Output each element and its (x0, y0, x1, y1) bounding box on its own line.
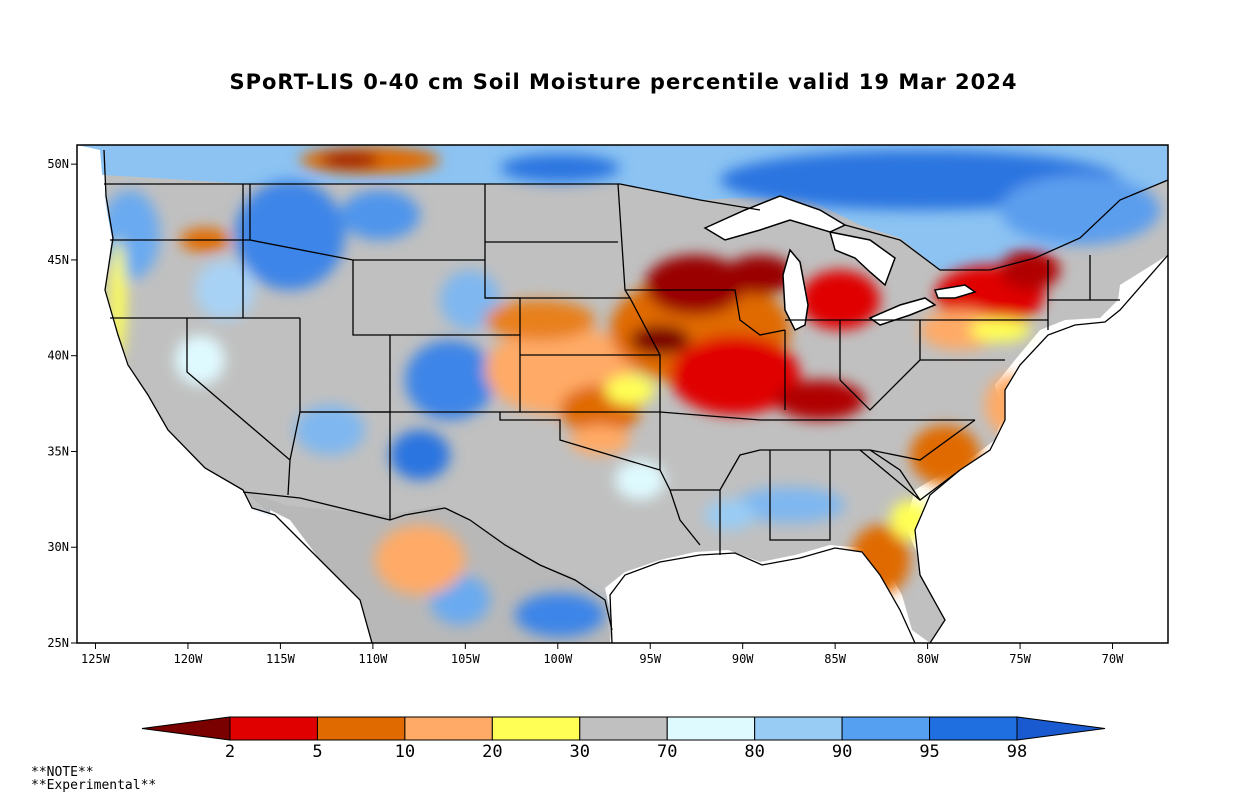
map-frame (76, 144, 1169, 644)
longitude-axis: 125W 120W 115W 110W 105W 100W 95W 90W 85W 80W 75W 7… (81, 643, 1124, 666)
gulf-of-california (270, 510, 355, 630)
lon-tick-label: 90W (732, 652, 754, 666)
colorbar-label: 30 (570, 742, 590, 762)
pacific-water (77, 145, 372, 643)
lon-tick-label: 100W (543, 652, 573, 666)
atlantic-water (915, 300, 1168, 643)
lat-tick-label: 30N (47, 540, 69, 554)
experimental-label: **Experimental** (31, 778, 157, 793)
lon-tick-label: 85W (824, 652, 846, 666)
soil-moisture-field (77, 145, 1168, 643)
lon-tick-label: 95W (639, 652, 661, 666)
lat-tick-label: 50N (47, 157, 69, 171)
lon-tick-label: 125W (81, 652, 111, 666)
colorbar-box (404, 716, 493, 741)
colorbar-box (841, 716, 931, 741)
boundaries (103, 149, 1168, 643)
colorbar-label: 95 (919, 742, 939, 762)
lon-tick-label: 115W (266, 652, 296, 666)
lon-tick-label: 105W (451, 652, 481, 666)
colorbar-upper-extend (1016, 716, 1106, 741)
colorbar-label: 70 (657, 742, 677, 762)
colorbar-box (754, 716, 843, 741)
colorbar-box (316, 716, 406, 741)
lon-tick-label: 75W (1009, 652, 1031, 666)
lat-tick-label: 40N (47, 349, 69, 363)
lon-tick-label: 80W (917, 652, 939, 666)
lat-tick-label: 45N (47, 253, 69, 267)
colorbar-label: 5 (312, 742, 322, 762)
colorbar-label: 90 (832, 742, 852, 762)
latitude-axis: 50N 45N 40N 35N 30N 25N (47, 157, 77, 650)
colorbar-label: 2 (225, 742, 235, 762)
colorbar-lower-extend (141, 716, 231, 741)
colorbar: 2 5 10 20 30 70 80 90 95 98 (141, 716, 1106, 762)
colorbar-label: 20 (482, 742, 502, 762)
colorbar-box (929, 716, 1018, 741)
lon-tick-label: 120W (173, 652, 203, 666)
map-title: SPoRT-LIS 0-40 cm Soil Moisture percenti… (229, 70, 1018, 94)
colorbar-box (579, 716, 668, 741)
gulf-water (610, 548, 915, 643)
colorbar-label: 10 (395, 742, 415, 762)
lat-tick-label: 25N (47, 636, 69, 650)
colorbar-box (491, 716, 581, 741)
note-label: **NOTE** (31, 765, 94, 780)
lon-tick-label: 70W (1102, 652, 1124, 666)
colorbar-box (666, 716, 756, 741)
colorbar-box (229, 716, 318, 741)
great-lakes (703, 195, 977, 332)
lat-tick-label: 35N (47, 444, 69, 458)
colorbar-label: 98 (1007, 742, 1027, 762)
lon-tick-label: 110W (358, 652, 388, 666)
colorbar-label: 80 (744, 742, 764, 762)
